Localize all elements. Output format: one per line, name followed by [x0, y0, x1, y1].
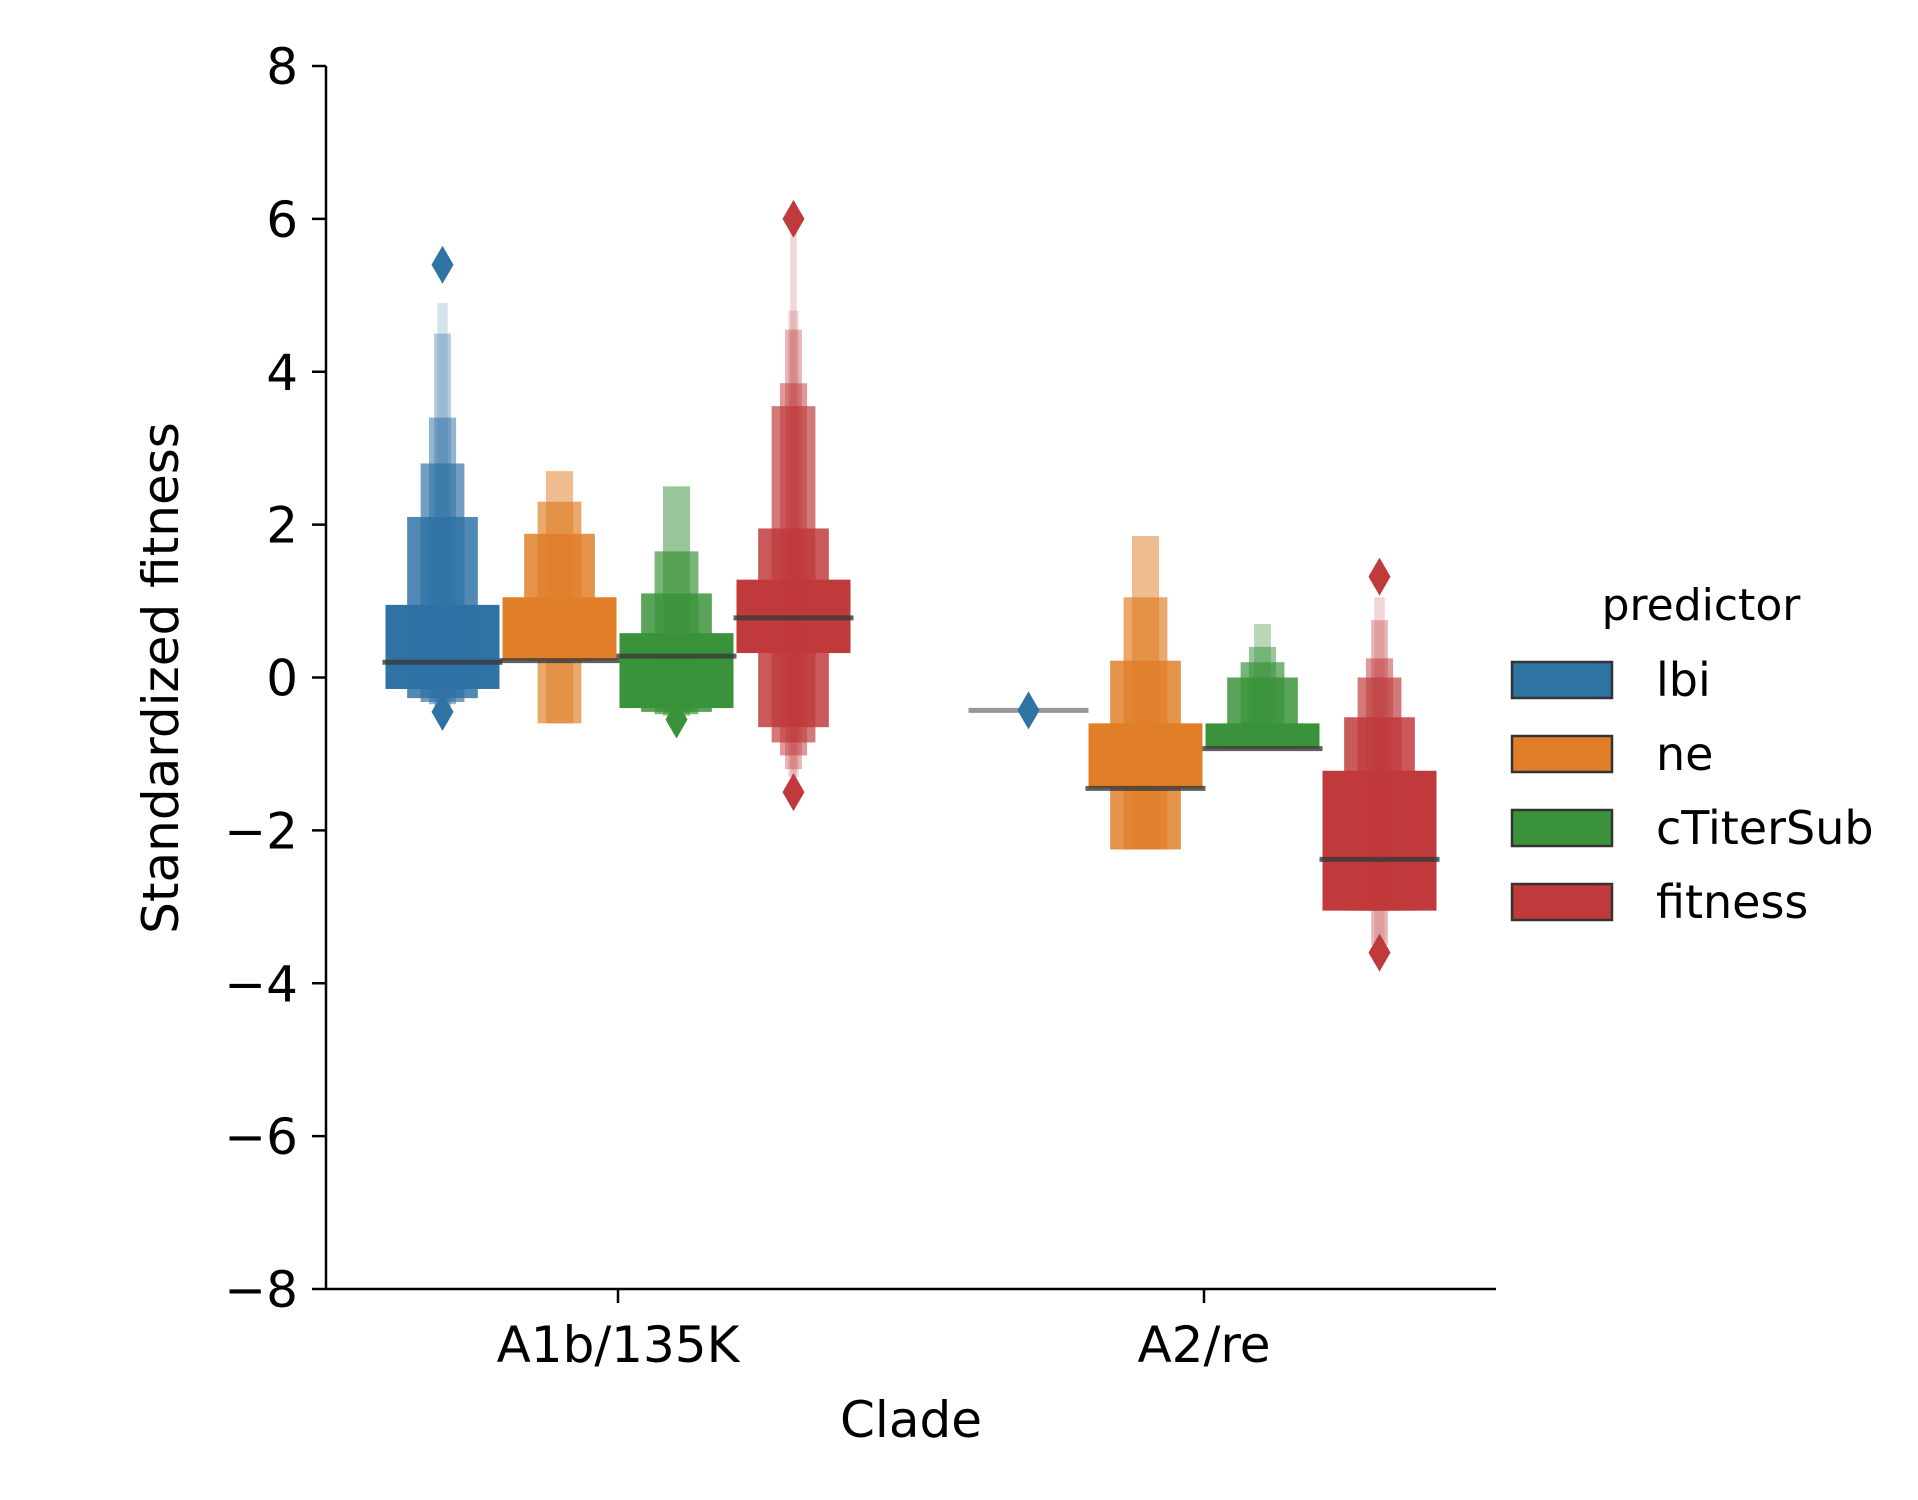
plot-area [382, 199, 1440, 972]
y-tick-label: 4 [266, 344, 298, 402]
lbi-box-A1b/135K [434, 333, 451, 707]
fitness-box-A2/re [1374, 597, 1385, 949]
y-tick-label: −4 [224, 955, 298, 1013]
fitness-box-A2/re [1371, 620, 1388, 946]
legend: predictor lbi ne cTiterSub fitness [1510, 580, 1874, 929]
legend-label-cTiterSub: cTiterSub [1656, 801, 1874, 855]
fitness-box-A1b/135K [785, 329, 802, 770]
lbi-outlier-point [431, 692, 454, 731]
fitness-box-A1b/135K [779, 383, 808, 756]
ne-box-A2/re [1131, 536, 1160, 850]
fitness-box-A1b/135K [788, 310, 799, 777]
y-axis-label: Standardized fitness [132, 422, 190, 934]
y-tick-label: −8 [224, 1261, 298, 1319]
x-tick-label: A2/re [1137, 1316, 1270, 1374]
legend-swatch-lbi [1510, 660, 1614, 700]
y-tick-label: −6 [224, 1108, 298, 1166]
cTiterSub-outlier-point [665, 700, 688, 739]
fitness-box-A1b/135K [790, 226, 797, 781]
y-tick-label: 0 [266, 650, 298, 708]
legend-label-fitness: fitness [1656, 875, 1808, 929]
legend-swatch-fitness [1510, 882, 1614, 922]
x-ticks: A1b/135K A2/re [497, 1289, 1271, 1374]
fitness-box-A2/re [1365, 658, 1394, 911]
y-tick-label: 2 [266, 497, 298, 555]
cTiterSub-box-A1b/135K [662, 486, 691, 716]
lbi-box-A1b/135K [437, 302, 448, 709]
lbi-outlier-point [1017, 691, 1040, 730]
x-tick-label: A1b/135K [497, 1316, 741, 1374]
lbi-outlier-point [431, 245, 454, 284]
lbi-box-A1b/135K [428, 417, 457, 705]
legend-title: predictor [1602, 580, 1802, 631]
fitness-outlier-point [782, 199, 805, 238]
y-tick-label: 8 [266, 38, 298, 96]
fitness-outlier-point [1368, 933, 1391, 972]
y-tick-label: 6 [266, 191, 298, 249]
fitness-outlier-point [1368, 557, 1391, 596]
cTiterSub-box-A2/re [1254, 623, 1271, 749]
fitness-outlier-point [782, 773, 805, 812]
legend-swatch-ne [1510, 734, 1614, 774]
x-axis-label: Clade [840, 1391, 982, 1449]
legend-label-ne: ne [1656, 727, 1713, 781]
axes: −8 −6 −4 −2 0 2 4 6 8 A1b/135K A2/re Standardized… [132, 38, 1496, 1449]
ne-box-A1b/135K [545, 471, 574, 724]
cTiterSub-box-A2/re [1248, 646, 1277, 749]
y-tick-label: −2 [224, 802, 298, 860]
y-ticks: −8 −6 −4 −2 0 2 4 6 8 [224, 38, 326, 1319]
legend-swatch-cTiterSub [1510, 808, 1614, 848]
legend-label-lbi: lbi [1656, 653, 1711, 707]
